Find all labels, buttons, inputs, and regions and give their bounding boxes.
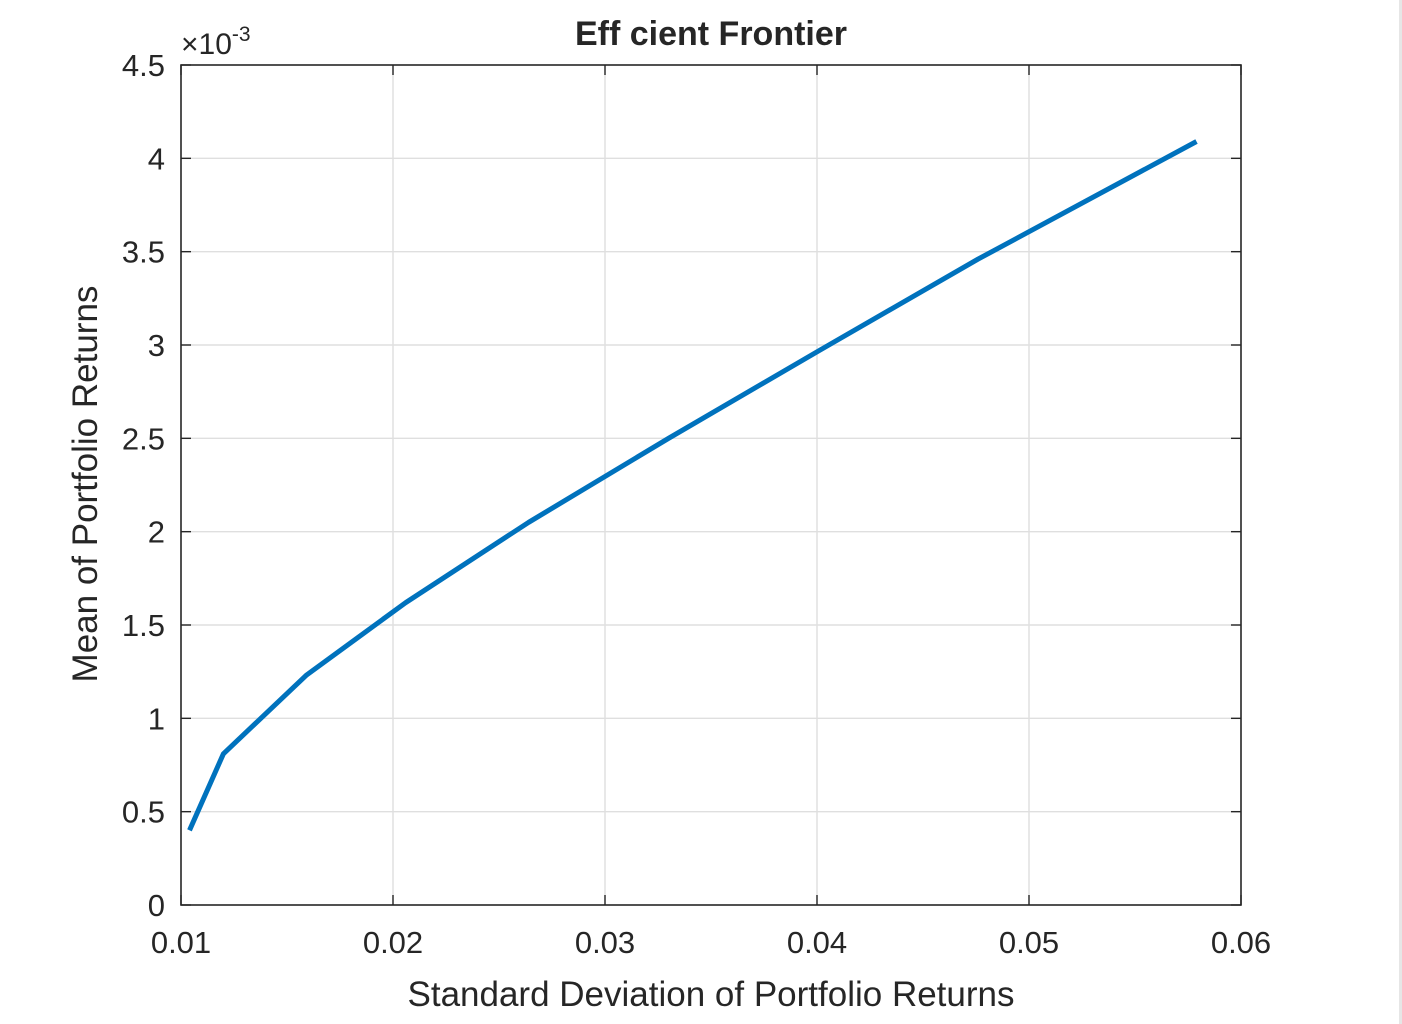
- y-tick-label: 4: [148, 141, 165, 176]
- y-exponent-power: -3: [232, 23, 251, 46]
- chart-title: Eff cient Frontier: [575, 15, 847, 53]
- y-tick-label: 0: [148, 888, 165, 923]
- y-exponent-base: ×10: [181, 28, 232, 61]
- x-tick-label: 0.06: [1211, 925, 1271, 960]
- y-axis-label: Mean of Portfolio Returns: [66, 286, 105, 683]
- x-tick-label: 0.03: [575, 925, 635, 960]
- y-tick-label: 1.5: [122, 608, 165, 643]
- frontier-series-line: [187, 139, 1198, 832]
- y-tick-label: 2: [148, 515, 165, 550]
- x-axis-label: Standard Deviation of Portfolio Returns: [408, 975, 1015, 1014]
- x-tick-label: 0.05: [999, 925, 1059, 960]
- axes-box: [180, 64, 1242, 906]
- series-layer: [187, 139, 1198, 832]
- y-tick-label: 3.5: [122, 235, 165, 270]
- y-tick-label: 1: [148, 701, 165, 736]
- y-tick-label: 4.5: [122, 48, 165, 83]
- y-tick-label: 2.5: [122, 421, 165, 456]
- x-tick-label: 0.02: [363, 925, 423, 960]
- y-axis-exponent: ×10-3: [181, 23, 251, 61]
- window-edge: [1399, 0, 1402, 1024]
- tick-marks: [180, 64, 1242, 906]
- grid-lines: [181, 65, 1241, 905]
- x-tick-label: 0.01: [151, 925, 211, 960]
- y-tick-label: 0.5: [122, 795, 165, 830]
- x-tick-labels: 0.01 0.02 0.03 0.04 0.05 0.06: [151, 925, 1271, 960]
- y-tick-labels: 0 0.5 1 1.5 2 2.5 3 3.5 4 4.5: [122, 48, 165, 923]
- y-tick-label: 3: [148, 328, 165, 363]
- x-tick-label: 0.04: [787, 925, 847, 960]
